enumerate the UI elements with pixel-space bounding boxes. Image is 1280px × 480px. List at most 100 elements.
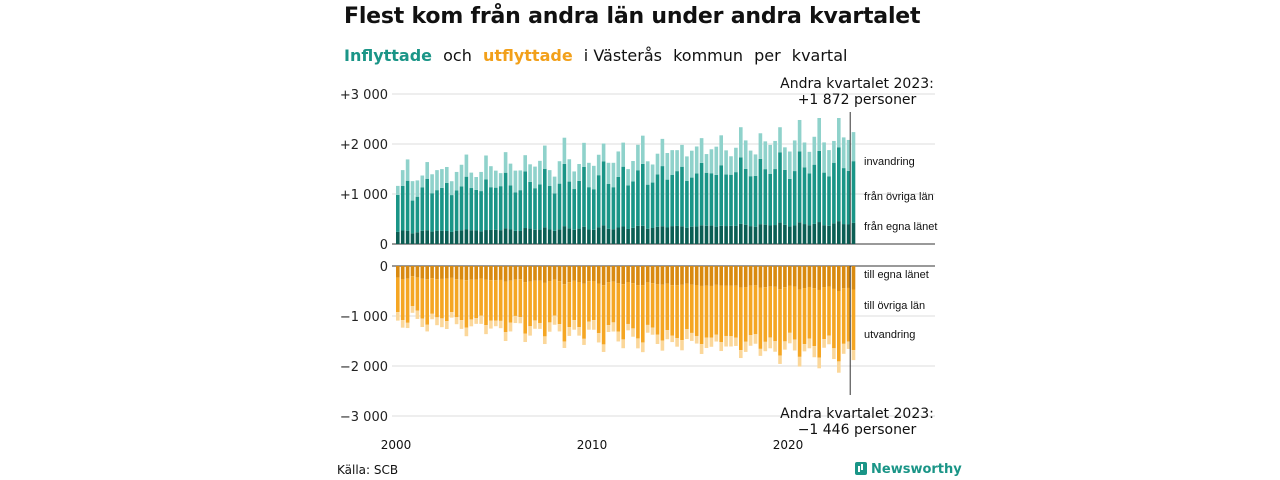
series-label-in: invandring: [864, 156, 915, 168]
bar-in-abroad: [763, 141, 768, 170]
bar-out-other: [709, 285, 714, 338]
bar-in-other: [812, 164, 817, 224]
bar-in-abroad: [425, 162, 429, 179]
bar-out-other: [636, 285, 640, 339]
bar-out-own: [430, 266, 434, 279]
bar-in-own: [523, 228, 527, 244]
bar-in-abroad: [577, 163, 581, 181]
bar-in-other: [832, 162, 836, 224]
bar-in-abroad: [567, 159, 572, 182]
bar-out-abroad: [474, 318, 478, 324]
bar-in-abroad: [685, 156, 689, 182]
bar-out-other: [601, 285, 606, 345]
bar-out-abroad: [665, 330, 670, 340]
bar-in-own: [498, 230, 503, 244]
bar-in-other: [601, 161, 606, 226]
bar-out-other: [420, 278, 425, 319]
bar-in-own: [807, 225, 812, 244]
bar-in-abroad: [582, 142, 586, 167]
source-note: Källa: SCB: [337, 463, 399, 477]
bar-out-own: [601, 266, 606, 286]
bar-in-other: [748, 176, 753, 227]
subtitle-place: i Västerås: [583, 46, 662, 65]
bar-out-abroad: [719, 342, 723, 352]
bar-in-abroad: [837, 118, 841, 148]
bar-out-abroad: [454, 317, 459, 325]
bar-in-other: [567, 181, 572, 229]
bar-out-other: [410, 276, 415, 307]
bar-out-other: [719, 285, 723, 343]
subtitle-inflyttade: Inflyttade: [344, 46, 433, 65]
bar-in-abroad: [822, 142, 826, 173]
bar-in-abroad: [851, 132, 856, 162]
bar-out-other: [577, 282, 581, 328]
bar-out-other: [440, 278, 444, 319]
bar-out-other: [415, 277, 420, 311]
x-tick-label: 2020: [773, 438, 804, 452]
bar-in-other: [743, 168, 748, 225]
bar-in-abroad: [846, 139, 851, 171]
bar-out-other: [822, 287, 826, 340]
bar-in-other: [420, 187, 425, 231]
bar-in-abroad: [650, 164, 655, 183]
bar-out-other: [680, 284, 684, 341]
bar-in-own: [454, 230, 459, 244]
bar-in-own: [748, 226, 753, 244]
bar-out-own: [694, 266, 699, 285]
series-label-out: till övriga län: [864, 300, 925, 312]
bar-out-abroad: [415, 310, 420, 319]
bar-out-abroad: [680, 340, 684, 351]
bar-in-own: [792, 225, 797, 244]
bar-in-abroad: [841, 137, 846, 169]
bar-in-abroad: [405, 159, 410, 181]
bar-out-own: [611, 266, 616, 282]
bar-out-own: [518, 266, 523, 280]
bar-in-own: [459, 230, 464, 244]
bar-out-abroad: [714, 334, 719, 342]
bar-in-abroad: [572, 171, 576, 190]
bar-out-other: [587, 281, 591, 322]
bar-in-other: [837, 147, 841, 222]
bar-out-other: [841, 288, 846, 344]
bar-in-abroad: [449, 181, 454, 196]
bar-out-own: [773, 266, 777, 287]
bar-in-other: [479, 191, 483, 232]
bar-in-other: [611, 187, 616, 230]
bar-in-abroad: [445, 166, 449, 183]
bar-in-abroad: [557, 161, 562, 184]
bar-in-other: [753, 175, 758, 227]
bar-in-own: [479, 231, 483, 244]
bar-out-other: [832, 288, 836, 349]
bar-in-other: [528, 181, 532, 229]
bar-in-abroad: [498, 173, 503, 187]
bar-out-abroad: [445, 321, 449, 330]
bar-out-own: [400, 266, 405, 279]
bar-in-abroad: [479, 171, 483, 192]
bar-in-own: [582, 226, 586, 244]
bar-out-own: [709, 266, 714, 286]
bar-out-own: [606, 266, 611, 283]
bar-out-other: [748, 285, 753, 336]
bar-in-other: [484, 179, 488, 231]
bar-out-own: [758, 266, 763, 288]
bar-in-other: [645, 184, 650, 229]
bar-out-own: [582, 266, 586, 284]
bar-out-own: [837, 266, 841, 292]
bar-in-other: [523, 171, 527, 229]
bar-in-own: [464, 229, 469, 244]
bar-out-own: [445, 266, 449, 279]
bar-out-abroad: [601, 344, 606, 352]
bar-out-own: [690, 266, 694, 285]
bar-out-abroad: [621, 339, 625, 349]
bar-out-abroad: [753, 334, 758, 344]
bar-in-other: [621, 166, 625, 227]
bar-in-other: [445, 182, 449, 231]
bar-out-abroad: [523, 333, 527, 343]
bar-in-abroad: [552, 176, 557, 194]
bar-in-abroad: [621, 142, 625, 167]
bar-out-other: [518, 279, 523, 318]
bar-in-own: [449, 231, 454, 244]
bar-in-own: [626, 228, 630, 244]
series-label-in: från övriga län: [864, 191, 934, 203]
bar-out-other: [743, 287, 748, 342]
